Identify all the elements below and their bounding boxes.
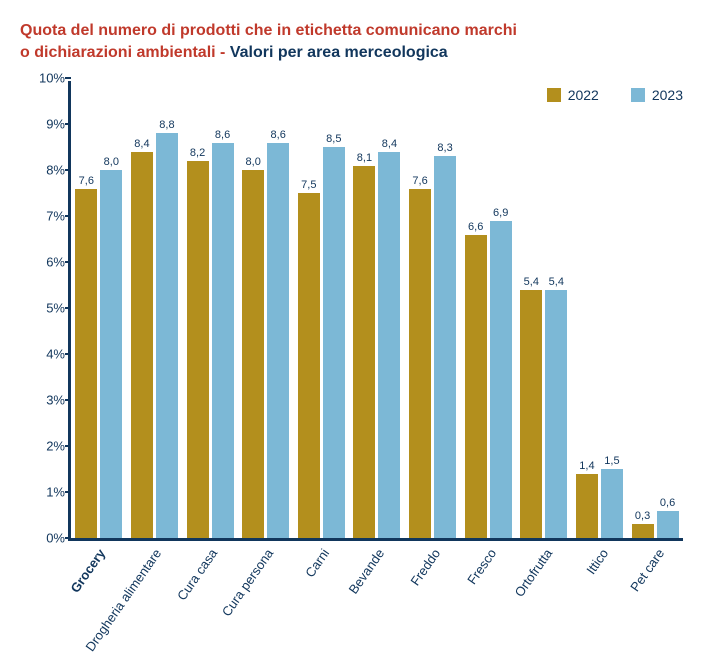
title-part-b: Valori per area merceologica [230, 44, 448, 61]
x-axis-label-text: Carni [302, 546, 332, 580]
bar-value: 0,6 [657, 497, 679, 511]
bar-value: 8,0 [242, 156, 264, 170]
bar-value: 8,2 [187, 147, 209, 161]
chart-area: 20222023 7,68,08,48,88,28,68,08,67,58,58… [20, 81, 703, 571]
bar-value: 8,6 [267, 129, 289, 143]
title-line-1: Quota del numero di prodotti che in etic… [20, 20, 703, 42]
bar-2023: 8,5 [323, 147, 345, 538]
bar-value: 6,9 [490, 207, 512, 221]
bar-2022: 7,6 [75, 189, 97, 539]
bar-value: 7,6 [75, 175, 97, 189]
x-axis-label-text: Cura casa [174, 546, 220, 603]
bar-value: 5,4 [520, 276, 542, 290]
y-tick-mark [65, 307, 71, 309]
bar-2022: 0,3 [632, 524, 654, 538]
bar-value: 8,1 [353, 152, 375, 166]
x-axis-label-text: Freddo [408, 546, 444, 588]
bar-value: 8,6 [212, 129, 234, 143]
y-tick-mark [65, 215, 71, 217]
bar-group: 0,30,6 [629, 81, 682, 538]
chart-title: Quota del numero di prodotti che in etic… [20, 20, 703, 63]
y-tick-label: 8% [29, 163, 65, 178]
bar-value: 8,0 [100, 156, 122, 170]
y-tick-label: 6% [29, 255, 65, 270]
bar-group: 8,28,6 [184, 81, 237, 538]
x-axis-label-text: Bevande [346, 546, 388, 597]
bar-group: 8,48,8 [128, 81, 181, 538]
bar-2022: 8,0 [242, 170, 264, 538]
y-tick-label: 5% [29, 301, 65, 316]
bar-2023: 8,6 [267, 143, 289, 539]
y-tick-label: 10% [29, 71, 65, 86]
y-tick-label: 9% [29, 117, 65, 132]
title-part-a: o dichiarazioni ambientali [20, 44, 216, 61]
bar-2023: 5,4 [545, 290, 567, 538]
y-tick-label: 1% [29, 485, 65, 500]
bar-value: 1,5 [601, 455, 623, 469]
bar-2022: 8,1 [353, 166, 375, 539]
y-tick-label: 7% [29, 209, 65, 224]
y-tick-mark [65, 169, 71, 171]
y-tick-label: 2% [29, 439, 65, 454]
bar-value: 0,3 [632, 510, 654, 524]
bar-2022: 5,4 [520, 290, 542, 538]
bar-value: 8,3 [434, 142, 456, 156]
bar-group: 8,18,4 [350, 81, 403, 538]
y-tick-label: 3% [29, 393, 65, 408]
bar-value: 8,5 [323, 133, 345, 147]
x-axis-label-text: Ortofrutta [512, 546, 556, 600]
x-axis-label-text: Pet care [627, 546, 667, 594]
x-axis-label-text: Fresco [465, 546, 500, 587]
x-axis-label-text: Cura persona [218, 546, 275, 619]
y-tick-mark [65, 445, 71, 447]
bar-value: 5,4 [545, 276, 567, 290]
bar-2023: 1,5 [601, 469, 623, 538]
plot: 7,68,08,48,88,28,68,08,67,58,58,18,47,68… [68, 81, 683, 541]
bar-group: 5,45,4 [517, 81, 570, 538]
y-tick-mark [65, 353, 71, 355]
bar-value: 6,6 [465, 221, 487, 235]
bar-2022: 8,4 [131, 152, 153, 538]
bar-2022: 7,5 [298, 193, 320, 538]
bar-2023: 0,6 [657, 511, 679, 539]
bar-2022: 1,4 [576, 474, 598, 538]
title-line-2: o dichiarazioni ambientali - Valori per … [20, 42, 703, 64]
bar-group: 7,58,5 [295, 81, 348, 538]
bar-value: 1,4 [576, 460, 598, 474]
y-tick-mark [65, 491, 71, 493]
bar-2023: 8,4 [378, 152, 400, 538]
y-tick-label: 0% [29, 531, 65, 546]
title-sep: - [216, 44, 230, 61]
bar-2023: 8,0 [100, 170, 122, 538]
bar-2023: 8,8 [156, 133, 178, 538]
bar-2023: 8,6 [212, 143, 234, 539]
bar-2022: 7,6 [409, 189, 431, 539]
x-axis-label-text: Ittico [583, 546, 611, 577]
bar-2022: 6,6 [465, 235, 487, 539]
bar-groups: 7,68,08,48,88,28,68,08,67,58,58,18,47,68… [71, 81, 683, 538]
bar-group: 6,66,9 [462, 81, 515, 538]
bar-group: 8,08,6 [239, 81, 292, 538]
bar-value: 8,8 [156, 119, 178, 133]
y-tick-label: 4% [29, 347, 65, 362]
bar-group: 1,41,5 [573, 81, 626, 538]
bar-value: 8,4 [378, 138, 400, 152]
y-tick-mark [65, 123, 71, 125]
bar-2023: 8,3 [434, 156, 456, 538]
bar-group: 7,68,0 [72, 81, 125, 538]
bar-value: 7,6 [409, 175, 431, 189]
bar-value: 7,5 [298, 179, 320, 193]
y-tick-mark [65, 399, 71, 401]
x-axis-label-text: Grocery [67, 546, 108, 595]
y-tick-mark [65, 77, 71, 79]
bar-2023: 6,9 [490, 221, 512, 538]
bar-2022: 8,2 [187, 161, 209, 538]
bar-value: 8,4 [131, 138, 153, 152]
bar-group: 7,68,3 [406, 81, 459, 538]
y-tick-mark [65, 261, 71, 263]
y-tick-mark [65, 537, 71, 539]
